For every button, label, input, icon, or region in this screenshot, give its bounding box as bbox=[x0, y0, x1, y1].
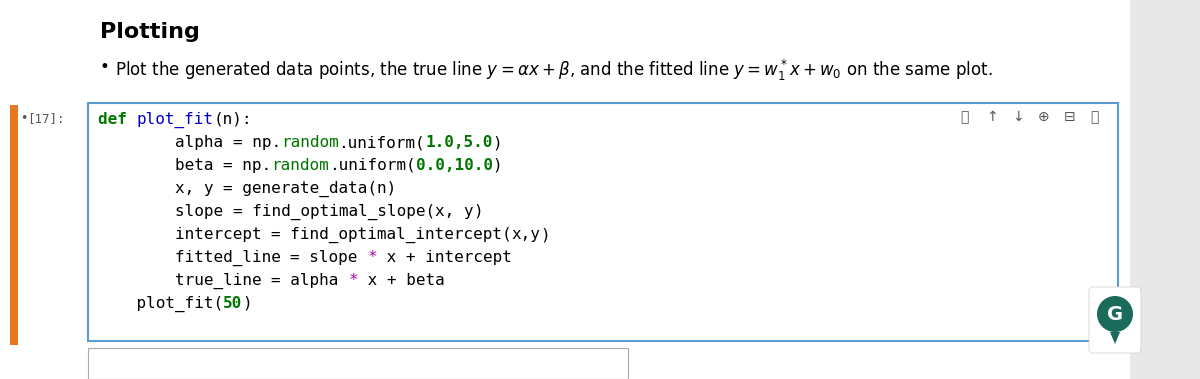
Text: ): ) bbox=[242, 296, 252, 311]
Text: slope: slope bbox=[98, 204, 233, 219]
Text: = find_optimal_intercept(: = find_optimal_intercept( bbox=[271, 227, 512, 243]
Polygon shape bbox=[1110, 332, 1120, 344]
Text: .uniform(: .uniform( bbox=[338, 135, 425, 150]
Text: plot_fit(: plot_fit( bbox=[98, 296, 223, 312]
Text: 📋: 📋 bbox=[960, 110, 968, 124]
Text: ): ) bbox=[493, 158, 503, 173]
Text: fitted_line: fitted_line bbox=[98, 250, 290, 266]
Text: 1.0,5.0: 1.0,5.0 bbox=[425, 135, 493, 150]
Text: x: x bbox=[377, 250, 406, 265]
Text: 🗑: 🗑 bbox=[1090, 110, 1098, 124]
Text: 50: 50 bbox=[223, 296, 242, 311]
Text: + intercept: + intercept bbox=[406, 250, 512, 265]
Text: ): ) bbox=[493, 135, 503, 150]
Text: ↑: ↑ bbox=[986, 110, 997, 124]
Text: random: random bbox=[281, 135, 338, 150]
Text: alpha: alpha bbox=[98, 135, 233, 150]
Text: (n):: (n): bbox=[214, 112, 252, 127]
Text: [17]:: [17]: bbox=[28, 112, 65, 125]
Text: ⊟: ⊟ bbox=[1064, 110, 1075, 124]
Text: x, y: x, y bbox=[98, 181, 223, 196]
Text: def: def bbox=[98, 112, 137, 127]
Text: = np.: = np. bbox=[223, 158, 271, 173]
Text: x, y: x, y bbox=[434, 204, 473, 219]
Text: intercept: intercept bbox=[98, 227, 271, 242]
Text: G: G bbox=[1106, 304, 1123, 324]
Text: 0.0,10.0: 0.0,10.0 bbox=[415, 158, 493, 173]
Circle shape bbox=[1097, 296, 1133, 332]
Text: Plot the generated data points, the true line $y = \alpha x + \beta$, and the fi: Plot the generated data points, the true… bbox=[115, 58, 992, 83]
Text: x: x bbox=[358, 273, 386, 288]
Text: •: • bbox=[20, 112, 28, 125]
Text: plot_fit: plot_fit bbox=[137, 112, 214, 128]
Text: = find_optimal_slope(: = find_optimal_slope( bbox=[233, 204, 434, 220]
Text: Plotting: Plotting bbox=[100, 22, 200, 42]
Text: ⊕: ⊕ bbox=[1038, 110, 1050, 124]
Bar bbox=[88, 348, 628, 379]
Text: = slope: = slope bbox=[290, 250, 367, 265]
Text: random: random bbox=[271, 158, 329, 173]
Bar bbox=[1130, 0, 1200, 379]
Text: •: • bbox=[100, 58, 110, 76]
Text: = alpha: = alpha bbox=[271, 273, 348, 288]
Text: ): ) bbox=[473, 204, 482, 219]
Text: = generate_data(n): = generate_data(n) bbox=[223, 181, 396, 197]
Text: + beta: + beta bbox=[386, 273, 444, 288]
FancyBboxPatch shape bbox=[88, 103, 1118, 341]
Text: .uniform(: .uniform( bbox=[329, 158, 415, 173]
Text: true_line: true_line bbox=[98, 273, 271, 289]
Bar bbox=[10, 105, 18, 345]
Text: x,y: x,y bbox=[512, 227, 541, 242]
Text: *: * bbox=[367, 250, 377, 265]
FancyBboxPatch shape bbox=[1090, 287, 1141, 353]
Text: *: * bbox=[348, 273, 358, 288]
Text: beta: beta bbox=[98, 158, 223, 173]
Text: ↓: ↓ bbox=[1012, 110, 1024, 124]
Text: = np.: = np. bbox=[233, 135, 281, 150]
Text: ): ) bbox=[541, 227, 551, 242]
